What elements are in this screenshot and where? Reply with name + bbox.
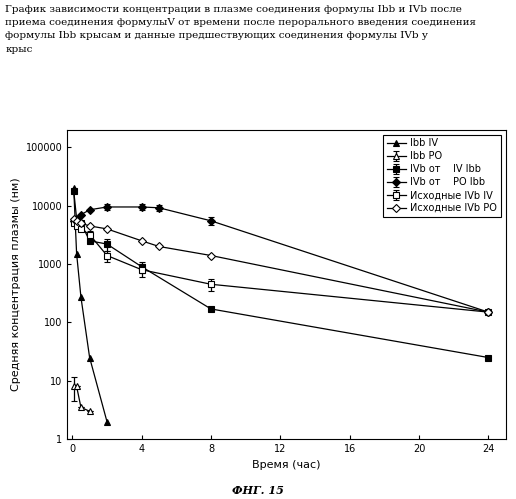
Text: График зависимости концентрации в плазме соединения формулы Ibb и IVb после
прие: График зависимости концентрации в плазме…: [5, 5, 476, 53]
Legend: Ibb IV, Ibb PO, IVb от    IV Ibb, IVb от    PO Ibb, Исходные IVb IV, Исходные IV: Ibb IV, Ibb PO, IVb от IV Ibb, IVb от PO…: [383, 135, 501, 217]
Y-axis label: Средняя концентрация плазмы (нм): Средняя концентрация плазмы (нм): [11, 178, 21, 391]
X-axis label: Время (час): Время (час): [252, 460, 320, 470]
Text: ФНГ. 15: ФНГ. 15: [232, 485, 284, 496]
